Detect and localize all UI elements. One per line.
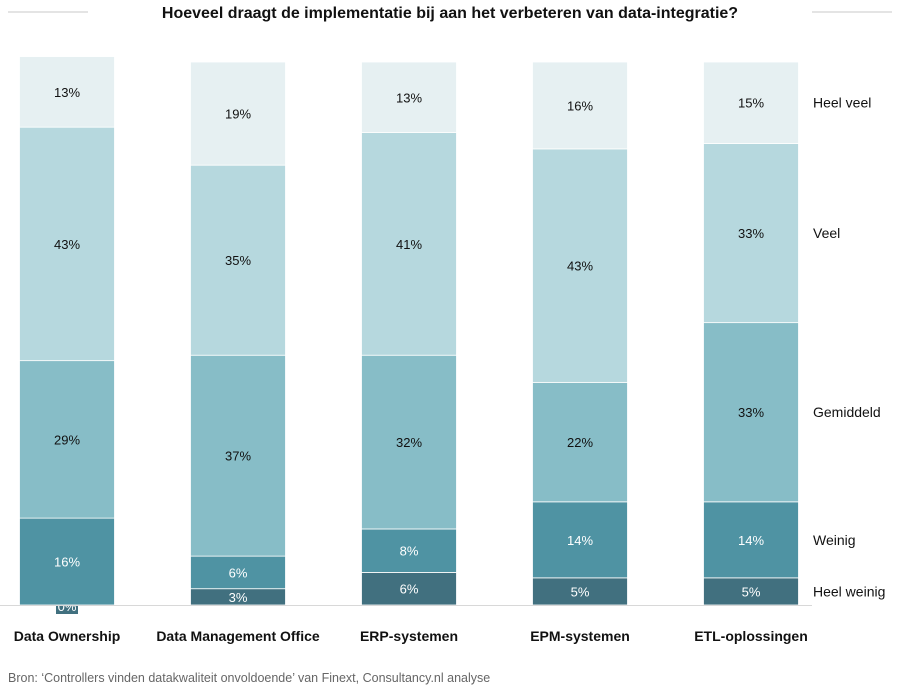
- bar-data-management-office: 3% 6% 37% 35% 19%: [190, 61, 286, 606]
- data-label: 33%: [738, 405, 764, 420]
- legend-item-heel-veel: Heel veel: [813, 95, 871, 111]
- bar-segment-heel-veel: [190, 61, 286, 166]
- data-label: 22%: [567, 435, 593, 450]
- legend-item-weinig: Weinig: [813, 532, 856, 548]
- data-label: 32%: [396, 435, 422, 450]
- data-label: 29%: [54, 432, 80, 447]
- bar-segment-veel: [19, 126, 115, 362]
- bar-segment-gemiddeld: [190, 354, 286, 557]
- bar-segment-veel: [532, 148, 628, 383]
- bar-epm-systemen: 5% 14% 22% 43% 16%: [532, 61, 628, 606]
- legend-item-gemiddeld: Gemiddeld: [813, 404, 881, 420]
- bar-segment-weinig: [190, 555, 286, 590]
- category-label: EPM-systemen: [530, 628, 630, 644]
- source-note: Bron: ‘Controllers vinden datakwaliteit …: [8, 671, 490, 685]
- data-label: 16%: [54, 555, 80, 570]
- bar-segment-veel: [190, 164, 286, 356]
- legend: Heel weinig Weinig Gemiddeld Veel Heel veel: [813, 95, 885, 600]
- chart-title: Hoeveel draagt de implementatie bij aan …: [162, 5, 738, 22]
- data-label: 15%: [738, 96, 764, 111]
- bar-segment-heel-veel: [19, 56, 115, 128]
- bar-erp-systemen: 6% 8% 32% 41% 13%: [361, 61, 457, 606]
- data-label: 33%: [738, 226, 764, 241]
- data-label: 37%: [225, 449, 251, 464]
- bars-group: 0%16%29%43%13%3%6%37%35%19%6%8%32%41%13%…: [19, 56, 799, 614]
- bar-segment-weinig: [703, 501, 799, 579]
- bar-segment-gemiddeld: [19, 360, 115, 519]
- bar-segment-gemiddeld: [703, 322, 799, 503]
- bar-segment-gemiddeld: [532, 381, 628, 503]
- bar-segment-gemiddeld: [361, 354, 457, 530]
- bar-segment-heel-weinig: [703, 577, 799, 606]
- category-label: ETL-oplossingen: [694, 628, 808, 644]
- category-label: Data Ownership: [14, 628, 121, 644]
- bar-etl-oplossingen: 5% 14% 33% 33% 15%: [703, 61, 799, 606]
- data-label: 35%: [225, 253, 251, 268]
- category-label: ERP-systemen: [360, 628, 458, 644]
- data-label: 13%: [54, 85, 80, 100]
- data-label: 5%: [571, 584, 590, 599]
- data-label: 3%: [229, 590, 248, 605]
- bar-segment-weinig: [361, 528, 457, 573]
- bar-segment-weinig: [532, 501, 628, 579]
- data-label: 14%: [567, 533, 593, 548]
- category-label: Data Management Office: [156, 628, 320, 644]
- data-label: 6%: [400, 582, 419, 597]
- data-label: 43%: [567, 259, 593, 274]
- legend-item-heel-weinig: Heel weinig: [813, 583, 885, 599]
- legend-item-veel: Veel: [813, 225, 840, 241]
- data-label: 6%: [229, 565, 248, 580]
- data-label: 19%: [225, 107, 251, 122]
- data-label: 8%: [400, 544, 419, 559]
- bar-segment-heel-veel: [703, 61, 799, 144]
- data-label: 14%: [738, 533, 764, 548]
- category-labels: Data Ownership Data Management Office ERP-…: [14, 628, 808, 644]
- bar-segment-weinig: [19, 517, 115, 606]
- data-label: 5%: [742, 584, 761, 599]
- data-label: 43%: [54, 237, 80, 252]
- bar-data-ownership: 0%16%29%43%13%: [19, 56, 115, 614]
- data-label: 41%: [396, 237, 422, 252]
- bar-segment-heel-veel: [532, 61, 628, 150]
- bar-segment-heel-weinig: [532, 577, 628, 606]
- bar-segment-veel: [361, 132, 457, 356]
- data-label: 16%: [567, 98, 593, 113]
- data-label: 13%: [396, 90, 422, 105]
- bar-segment-heel-veel: [361, 61, 457, 133]
